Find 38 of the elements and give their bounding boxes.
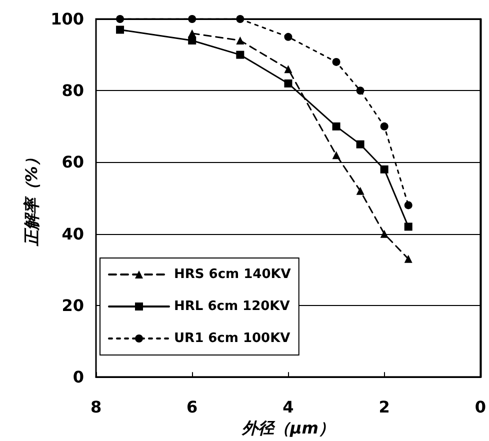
point — [356, 140, 364, 148]
point — [380, 230, 388, 238]
x-tick-label: 2 — [378, 398, 390, 417]
point — [236, 15, 244, 23]
x-tick-label: 0 — [474, 398, 486, 417]
y-tick-label: 60 — [62, 152, 84, 172]
point — [332, 58, 340, 66]
point — [356, 86, 364, 95]
y-tick-label: 40 — [62, 224, 84, 244]
point — [332, 151, 340, 160]
point — [188, 15, 196, 23]
x-tick-label: 8 — [90, 398, 102, 417]
x-axis-title: 外径（μm） — [240, 418, 334, 438]
y-tick-label: 0 — [72, 368, 84, 387]
y-tick-label: 20 — [62, 296, 84, 315]
point — [188, 36, 196, 44]
y-tick-label: 100 — [50, 10, 84, 28]
legend-label: HRL 6cm 120KV — [174, 299, 290, 314]
point — [404, 254, 412, 263]
point — [404, 201, 412, 210]
point — [380, 122, 388, 130]
point — [380, 165, 388, 174]
point — [116, 15, 124, 23]
point — [236, 50, 244, 59]
point — [356, 186, 364, 195]
y-axis-title: 正解率（%） — [22, 150, 42, 248]
point — [332, 122, 340, 130]
point — [404, 222, 412, 231]
point — [284, 79, 292, 88]
x-tick-label: 4 — [282, 398, 294, 417]
legend-label: HRS 6cm 140KV — [174, 267, 291, 282]
x-tick-label: 6 — [186, 398, 198, 417]
y-tick-label: 80 — [62, 81, 84, 100]
point — [284, 32, 292, 41]
point — [284, 65, 292, 74]
point — [116, 26, 124, 34]
point — [236, 36, 244, 44]
legend-label: UR1 6cm 100KV — [174, 331, 290, 346]
